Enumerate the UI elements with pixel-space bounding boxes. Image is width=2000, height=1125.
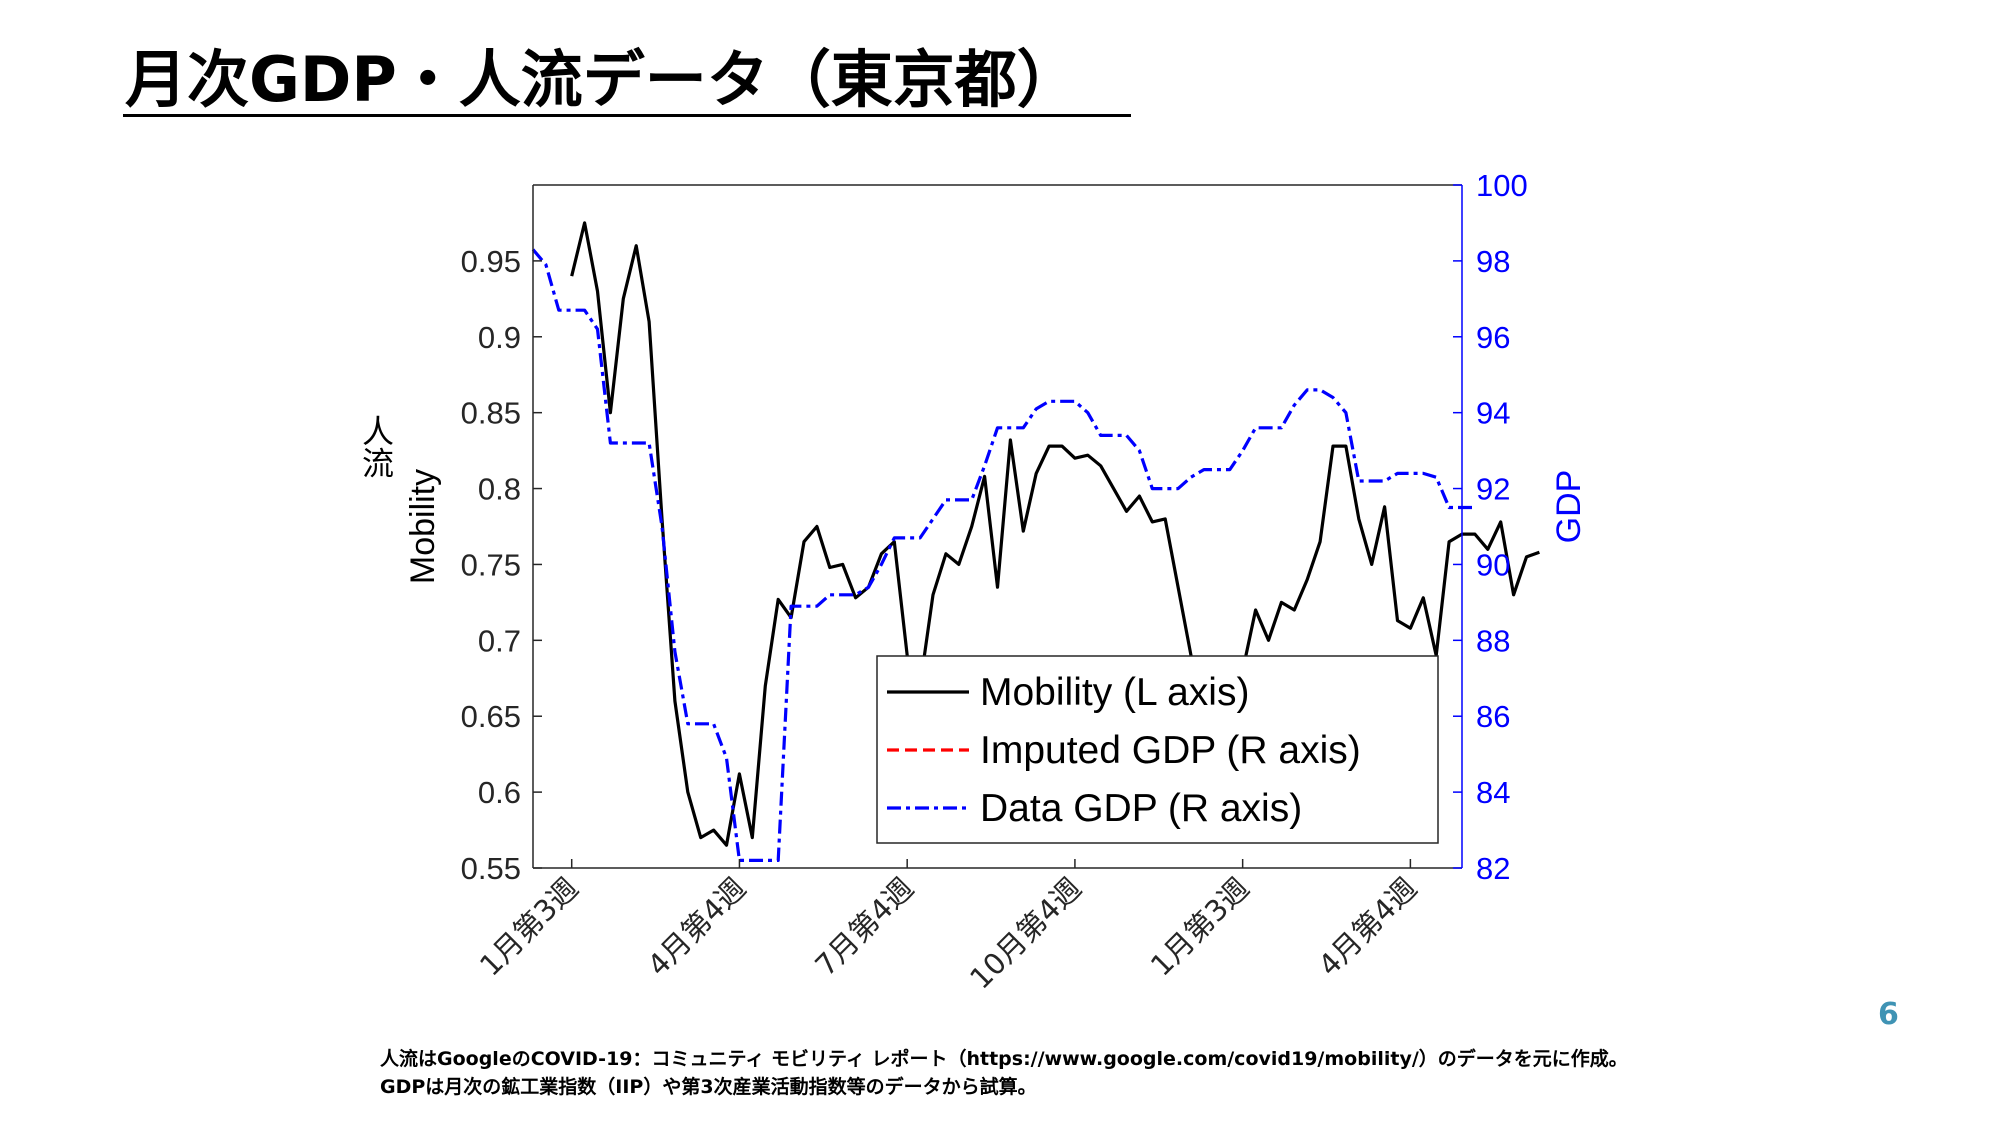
left-axis-label: Mobility (404, 469, 442, 584)
footnote-line-method: GDPは月次の鉱工業指数（IIP）や第3次産業活動指数等のデータから試算。 (380, 1076, 1037, 1098)
right-tick-label: 82 (1476, 851, 1510, 886)
title-underline (123, 114, 1131, 117)
legend-box (876, 655, 1439, 844)
left-tick-label: 0.95 (461, 244, 521, 279)
left-axis-label-jp: 人流 (357, 415, 395, 479)
left-tick-label: 0.7 (478, 623, 521, 658)
right-axis-label: GDP (1550, 470, 1588, 544)
slide-title: 月次GDP・人流データ（東京都） (125, 43, 1079, 116)
plot-area: 0.55 0.6 0.65 0.7 0.75 0.8 0.85 0.9 0.95 82 84 86 88… (461, 168, 1540, 996)
legend: Mobility (L axis) Imputed GDP (R axis) Dat… (876, 655, 1439, 844)
x-tick-label: 1月第3週 (1144, 871, 1256, 983)
left-tick-label: 0.55 (461, 851, 521, 886)
footnote: 人流はGoogleのCOVID-19：コミュニティ モビリティ レポート（htt… (380, 1045, 1628, 1101)
right-tick-label: 98 (1476, 244, 1510, 279)
footnote-line-source: 人流はGoogleのCOVID-19：コミュニティ モビリティ レポート（htt… (380, 1048, 1628, 1070)
left-tick-label: 0.8 (478, 472, 521, 507)
legend-label-2: Data GDP (R axis) (980, 787, 1302, 830)
x-tick-label: 10月第4週 (963, 871, 1088, 996)
right-tick-label: 88 (1476, 623, 1510, 658)
series-line-2 (531, 248, 1475, 863)
x-tick-label: 1月第3週 (473, 871, 585, 983)
right-tick-label: 90 (1476, 547, 1510, 582)
page-number: 6 (1878, 997, 1899, 1032)
right-tick-label: 84 (1476, 775, 1510, 810)
left-tick-label: 0.9 (478, 320, 521, 355)
x-tick-label: 4月第4週 (1312, 871, 1424, 983)
legend-label-0: Mobility (L axis) (980, 671, 1249, 714)
legend-label-1: Imputed GDP (R axis) (980, 729, 1361, 772)
left-tick-label: 0.85 (461, 396, 521, 431)
left-tick-label: 0.6 (478, 775, 521, 810)
x-tick-label: 7月第4週 (808, 871, 920, 983)
series-line-0 (570, 221, 1540, 847)
right-tick-label: 94 (1476, 396, 1510, 431)
right-tick-label: 86 (1476, 699, 1510, 734)
left-tick-label: 0.75 (461, 547, 521, 582)
right-tick-label: 100 (1476, 168, 1528, 203)
left-tick-label: 0.65 (461, 699, 521, 734)
right-tick-label: 96 (1476, 320, 1510, 355)
x-tick-label: 4月第4週 (641, 871, 753, 983)
right-tick-label: 92 (1476, 472, 1510, 507)
